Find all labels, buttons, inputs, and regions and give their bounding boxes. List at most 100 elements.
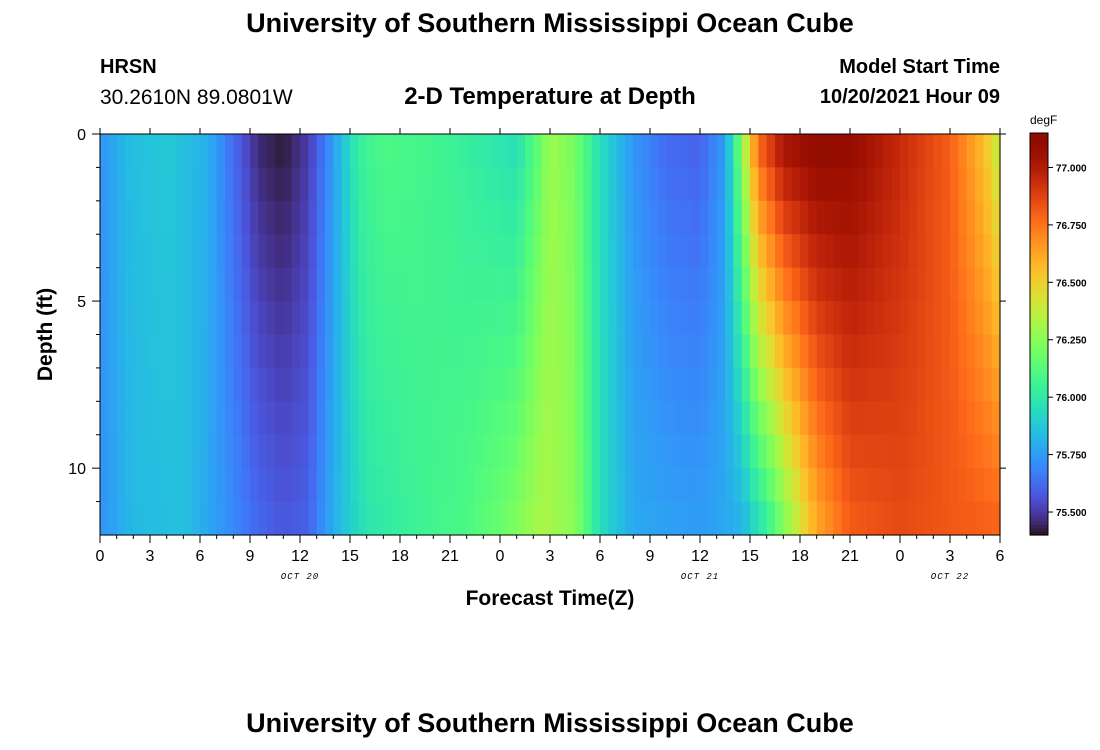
heatmap-cell <box>325 401 334 436</box>
heatmap-cell <box>891 501 901 536</box>
heatmap-cell <box>866 200 876 235</box>
heatmap-cell <box>166 334 176 369</box>
heatmap-cell <box>841 401 851 436</box>
heatmap-cell <box>191 301 201 336</box>
colorbar-segment <box>1030 340 1048 345</box>
heatmap-cell <box>291 301 301 336</box>
heatmap-cell <box>450 167 459 202</box>
heatmap-cell <box>516 434 526 469</box>
heatmap-cell <box>308 267 318 302</box>
heatmap-cell <box>275 200 284 235</box>
heatmap-cell <box>375 167 384 202</box>
heatmap-cell <box>233 200 243 235</box>
heatmap-cell <box>775 200 784 235</box>
colorbar-tick-label: 76.750 <box>1056 221 1087 232</box>
heatmap-cell <box>333 200 343 235</box>
heatmap-cell <box>425 301 434 336</box>
colorbar-tick-label: 76.500 <box>1056 278 1087 289</box>
heatmap-cell <box>891 234 901 269</box>
colorbar-segment <box>1030 491 1048 496</box>
heatmap-cell <box>333 434 343 469</box>
heatmap-cell <box>366 434 376 469</box>
heatmap-cell <box>200 367 209 402</box>
heatmap-cell <box>933 134 943 169</box>
heatmap-cell <box>541 301 551 336</box>
heatmap-cell <box>650 301 659 336</box>
heatmap-cell <box>441 200 451 235</box>
heatmap-cell <box>650 200 659 235</box>
colorbar-segment <box>1030 169 1048 174</box>
heatmap-cell <box>375 501 384 536</box>
heatmap-cell <box>325 301 334 336</box>
heatmap-cell <box>950 234 959 269</box>
heatmap-cell <box>325 267 334 302</box>
heatmap-cell <box>675 401 684 436</box>
heatmap-cell <box>983 334 993 369</box>
heatmap-cell <box>983 234 993 269</box>
colorbar-segment <box>1030 424 1048 429</box>
heatmap-cell <box>700 468 709 503</box>
heatmap-cell <box>158 301 168 336</box>
x-tick-label: 15 <box>341 548 359 565</box>
heatmap-cell <box>491 301 501 336</box>
colorbar-segment <box>1030 387 1048 392</box>
heatmap-cell <box>516 301 526 336</box>
heatmap-cell <box>416 334 426 369</box>
heatmap-cell <box>191 334 201 369</box>
heatmap-cell <box>400 468 409 503</box>
heatmap-cell <box>175 468 184 503</box>
heatmap-cell <box>158 401 168 436</box>
heatmap-cell <box>691 367 701 402</box>
heatmap-cell <box>766 301 776 336</box>
heatmap-cell <box>341 501 351 536</box>
colorbar-segment <box>1030 468 1048 472</box>
heatmap-cell <box>491 501 501 536</box>
heatmap-cell <box>650 267 659 302</box>
heatmap-cell <box>566 401 576 436</box>
heatmap-cell <box>366 167 376 202</box>
colorbar-segment <box>1030 384 1048 389</box>
heatmap-cell <box>641 468 651 503</box>
heatmap-cell <box>966 401 976 436</box>
heatmap-cell <box>108 501 118 536</box>
heatmap-cell <box>141 501 151 536</box>
heatmap-cell <box>150 468 159 503</box>
heatmap-cell <box>333 468 343 503</box>
heatmap-cell <box>558 167 568 202</box>
heatmap-cell <box>316 434 326 469</box>
heatmap-cell <box>766 334 776 369</box>
heatmap-cell <box>766 367 776 402</box>
heatmap-cell <box>275 267 284 302</box>
colorbar-tick-label: 75.500 <box>1056 508 1087 519</box>
heatmap-cell <box>533 367 543 402</box>
heatmap-cell <box>158 468 168 503</box>
heatmap-cell <box>975 267 984 302</box>
heatmap-cell <box>566 468 576 503</box>
colorbar-segment <box>1030 390 1048 395</box>
heatmap-cell <box>850 501 859 536</box>
heatmap-cell <box>508 434 518 469</box>
heatmap-cell <box>500 367 509 402</box>
colorbar-segment <box>1030 263 1048 268</box>
heatmap-cell <box>841 301 851 336</box>
heatmap-cell <box>241 401 251 436</box>
colorbar-segment <box>1030 370 1048 375</box>
heatmap-cell <box>600 434 609 469</box>
heatmap-cell <box>825 200 834 235</box>
heatmap-cell <box>658 334 668 369</box>
heatmap-cell <box>616 301 626 336</box>
heatmap-cell <box>816 301 826 336</box>
heatmap-cell <box>591 501 601 536</box>
heatmap-cell <box>683 501 693 536</box>
heatmap-cell <box>508 468 518 503</box>
heatmap-cell <box>575 434 584 469</box>
heatmap-cell <box>833 134 843 169</box>
heatmap-cell <box>100 334 109 369</box>
heatmap-cell <box>725 200 734 235</box>
heatmap-cell <box>266 200 276 235</box>
heatmap-cell <box>900 367 909 402</box>
heatmap-cell <box>908 367 918 402</box>
heatmap-cell <box>433 167 443 202</box>
heatmap-cell <box>400 367 409 402</box>
heatmap-cell <box>641 301 651 336</box>
